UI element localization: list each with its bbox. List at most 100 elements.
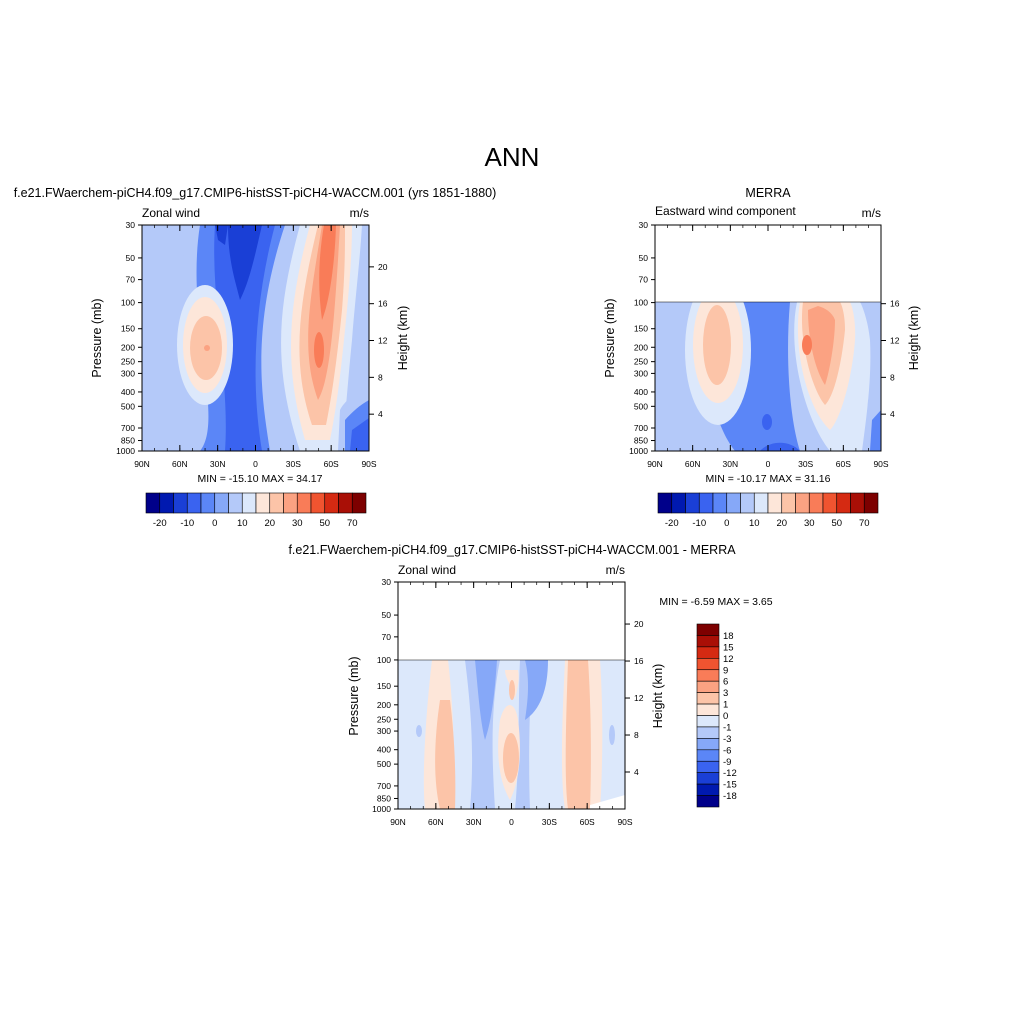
colorbar-label: 50 [831, 518, 842, 529]
colorbar-swatch [685, 492, 700, 514]
y2-tick-label: 12 [378, 336, 388, 346]
panel-model-contours [142, 225, 369, 451]
colorbar-label: 20 [264, 518, 275, 529]
y-tick-label: 30 [382, 577, 392, 587]
colorbar-swatch [696, 623, 720, 636]
y-tick-label: 500 [121, 401, 135, 411]
colorbar-swatch [767, 492, 783, 514]
colorbar-swatch [696, 703, 720, 716]
colorbar-label: 10 [749, 518, 760, 529]
y-tick-label: 300 [121, 368, 135, 378]
y2-tick-label: 16 [890, 299, 900, 309]
colorbar-label: -10 [692, 518, 706, 529]
x-tick-label: 30N [210, 459, 226, 469]
colorbar-swatch [696, 726, 720, 739]
y-tick-label: 700 [377, 781, 391, 791]
colorbar-swatch [696, 749, 720, 762]
colorbar-swatch [173, 492, 188, 514]
y-tick-label: 1000 [116, 446, 135, 456]
colorbar-swatch [296, 492, 312, 514]
colorbar-swatch [324, 492, 339, 514]
colorbar-swatch [822, 492, 838, 514]
y2-tick-label: 20 [634, 619, 644, 629]
y-tick-label: 100 [634, 298, 648, 308]
panel-merra-contours [655, 302, 881, 451]
x-tick-label: 60S [324, 459, 339, 469]
colorbar-label: -18 [723, 791, 737, 802]
y-tick-label: 1000 [629, 446, 648, 456]
colorbar-swatch [310, 492, 326, 514]
y-tick-label: 250 [377, 714, 391, 724]
x-tick-label: 30S [542, 817, 557, 827]
colorbar-swatch [696, 669, 720, 682]
panel-diff: f.e21.FWaerchem-piCH4.f09_g17.CMIP6-hist… [288, 543, 772, 827]
colorbar-label: 70 [859, 518, 870, 529]
colorbar-label: 30 [804, 518, 815, 529]
colorbar-swatch [850, 492, 865, 514]
y2-tick-label: 12 [890, 336, 900, 346]
colorbar-label: 9 [723, 665, 728, 676]
colorbar-label: 20 [776, 518, 787, 529]
y-tick-label: 1000 [372, 804, 391, 814]
colorbar-label: -12 [723, 768, 737, 779]
y-tick-label: 100 [121, 298, 135, 308]
y-tick-label: 50 [382, 610, 392, 620]
colorbar-swatch [671, 492, 686, 514]
colorbar-swatch [145, 492, 161, 514]
colorbar-label: 18 [723, 631, 734, 642]
colorbar-swatch [186, 492, 202, 514]
colorbar-swatch [698, 492, 714, 514]
colorbar-label: 30 [292, 518, 303, 529]
panel-merra-units: m/s [862, 206, 881, 220]
y2-tick-label: 8 [890, 372, 895, 382]
y-tick-label: 250 [634, 357, 648, 367]
colorbar-swatch [269, 492, 284, 514]
y-tick-label: 30 [126, 220, 136, 230]
colorbar-swatch [241, 492, 257, 514]
colorbar-swatch [338, 492, 353, 514]
y2-tick-label: 8 [634, 730, 639, 740]
y-tick-label: 70 [639, 275, 649, 285]
y-tick-label: 500 [377, 759, 391, 769]
panel-merra-y2label: Height (km) [907, 306, 921, 371]
colorbar-label: -3 [723, 734, 731, 745]
panel-model-left-label: Zonal wind [142, 206, 200, 220]
colorbar-swatch [696, 646, 720, 659]
panel-model-units: m/s [350, 206, 369, 220]
x-tick-label: 90N [390, 817, 406, 827]
colorbar-label: 12 [723, 654, 734, 665]
panel-merra-stats: MIN = -10.17 MAX = 31.16 [706, 473, 831, 485]
y-tick-label: 300 [377, 726, 391, 736]
y-tick-label: 150 [634, 324, 648, 334]
colorbar-swatch [696, 738, 720, 751]
panel-diff-y2label: Height (km) [651, 664, 665, 729]
colorbar-label: -1 [723, 722, 731, 733]
y-tick-label: 700 [121, 423, 135, 433]
colorbar-label: -20 [153, 518, 167, 529]
panel-merra-left-label: Eastward wind component [655, 204, 796, 218]
y-tick-label: 100 [377, 655, 391, 665]
y2-tick-label: 4 [890, 409, 895, 419]
y-tick-label: 850 [377, 793, 391, 803]
x-tick-label: 90S [617, 817, 632, 827]
panel-merra-ylabel: Pressure (mb) [603, 298, 617, 377]
x-tick-label: 60S [836, 459, 851, 469]
colorbar-label: 1 [723, 700, 728, 711]
panel-model-y2label: Height (km) [396, 306, 410, 371]
y-tick-label: 200 [377, 700, 391, 710]
colorbar-swatch [657, 492, 673, 514]
y2-tick-label: 4 [634, 767, 639, 777]
y-tick-label: 700 [634, 423, 648, 433]
colorbar-swatch [696, 760, 720, 773]
x-tick-label: 30S [286, 459, 301, 469]
colorbar-swatch [696, 783, 720, 796]
panel-diff-contours [398, 660, 625, 809]
colorbar-label: -10 [180, 518, 194, 529]
y-tick-label: 70 [382, 632, 392, 642]
panel-diff-left-label: Zonal wind [398, 563, 456, 577]
x-tick-label: 30N [723, 459, 739, 469]
x-tick-label: 60N [428, 817, 444, 827]
colorbar-swatch [795, 492, 810, 514]
panel-diff-title: f.e21.FWaerchem-piCH4.f09_g17.CMIP6-hist… [288, 543, 736, 557]
